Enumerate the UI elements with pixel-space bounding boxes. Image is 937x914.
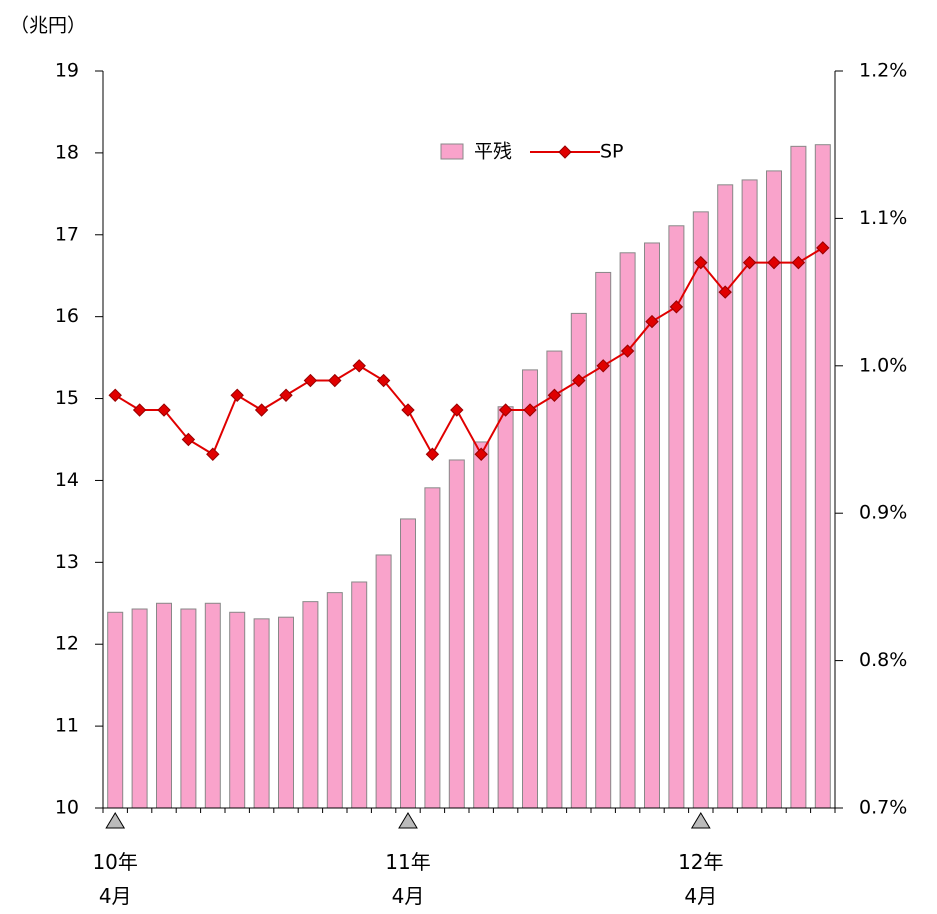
- bar: [448, 459, 465, 809]
- y-tick-label: 10: [55, 797, 79, 819]
- bar: [351, 581, 368, 809]
- x-marker: [398, 812, 418, 829]
- x-marker: [690, 812, 711, 829]
- y2-tick-label: 1.0%: [859, 354, 907, 376]
- y-tick-label: 16: [55, 305, 79, 327]
- sp-marker: [254, 403, 269, 417]
- sp-marker: [523, 403, 537, 417]
- x-tick-label: 11年 4月: [385, 850, 431, 908]
- y-axis-label: （兆円）: [10, 15, 86, 37]
- y-tick-label: 17: [55, 223, 79, 245]
- y2-tick-label: 0.8%: [859, 649, 907, 671]
- x-tick-label: 12年 4月: [678, 850, 724, 908]
- bar: [326, 592, 343, 809]
- bar: [253, 618, 270, 809]
- sp-marker: [791, 255, 806, 270]
- bar: [522, 369, 538, 809]
- y-tick-label: 13: [55, 551, 79, 573]
- bar: [570, 312, 587, 809]
- bar: [595, 271, 612, 809]
- bar: [473, 441, 490, 809]
- bar: [619, 252, 636, 809]
- bar: [107, 611, 124, 809]
- sp-marker: [376, 373, 391, 388]
- bar: [424, 487, 441, 809]
- sp-marker: [230, 388, 244, 402]
- y2-tick-label: 0.7%: [859, 797, 907, 819]
- sp-marker: [572, 373, 586, 388]
- sp-marker: [425, 447, 440, 461]
- bar: [400, 518, 416, 809]
- sp-marker: [303, 373, 318, 388]
- y-tick-label: 11: [55, 715, 79, 737]
- bar: [302, 601, 319, 809]
- sp-marker: [108, 388, 122, 402]
- sp-marker: [596, 359, 610, 373]
- y-tick-label: 18: [55, 141, 79, 163]
- y2-tick-label: 1.2%: [859, 60, 907, 82]
- sp-marker: [816, 241, 830, 255]
- bar: [204, 602, 221, 809]
- y2-tick-label: 0.9%: [859, 502, 907, 524]
- y-tick-label: 12: [55, 633, 79, 655]
- bar: [717, 184, 734, 809]
- sp-marker: [547, 388, 562, 402]
- sp-marker: [450, 403, 464, 417]
- sp-marker: [328, 373, 342, 388]
- sp-marker: [645, 314, 659, 329]
- legend-marker: [558, 145, 572, 159]
- sp-marker: [352, 359, 366, 373]
- sp-marker: [742, 255, 757, 270]
- sp-marker: [767, 255, 781, 270]
- bar: [741, 179, 758, 809]
- sp-marker: [474, 447, 488, 461]
- sp-marker: [279, 388, 293, 402]
- bar: [278, 616, 294, 809]
- bar: [692, 211, 709, 809]
- bar: [131, 608, 148, 809]
- sp-marker: [401, 403, 415, 417]
- bar: [156, 602, 172, 809]
- x-tick-label: 10年 4月: [92, 850, 138, 908]
- y2-tick-label: 1.1%: [859, 207, 907, 229]
- legend-swatch: [440, 143, 464, 160]
- sp-marker: [620, 344, 635, 358]
- bar: [375, 554, 392, 809]
- bar: [497, 406, 514, 809]
- legend-label: SP: [600, 141, 624, 163]
- sp-marker: [181, 432, 196, 447]
- sp-marker: [157, 403, 171, 417]
- sp-marker: [718, 285, 732, 299]
- bar: [229, 611, 246, 809]
- sp-marker: [669, 300, 684, 314]
- bar: [546, 350, 563, 809]
- sp-marker: [132, 403, 147, 417]
- x-marker: [105, 812, 126, 829]
- bar: [180, 608, 197, 809]
- sp-marker: [498, 403, 513, 417]
- sp-marker: [206, 447, 220, 461]
- sp-line: [114, 247, 824, 457]
- bar: [790, 145, 807, 809]
- legend-label: 平残: [474, 141, 512, 163]
- y-tick-label: 15: [55, 387, 79, 409]
- sp-marker: [694, 255, 708, 270]
- y-tick-label: 14: [55, 469, 79, 491]
- y-tick-label: 19: [55, 60, 79, 82]
